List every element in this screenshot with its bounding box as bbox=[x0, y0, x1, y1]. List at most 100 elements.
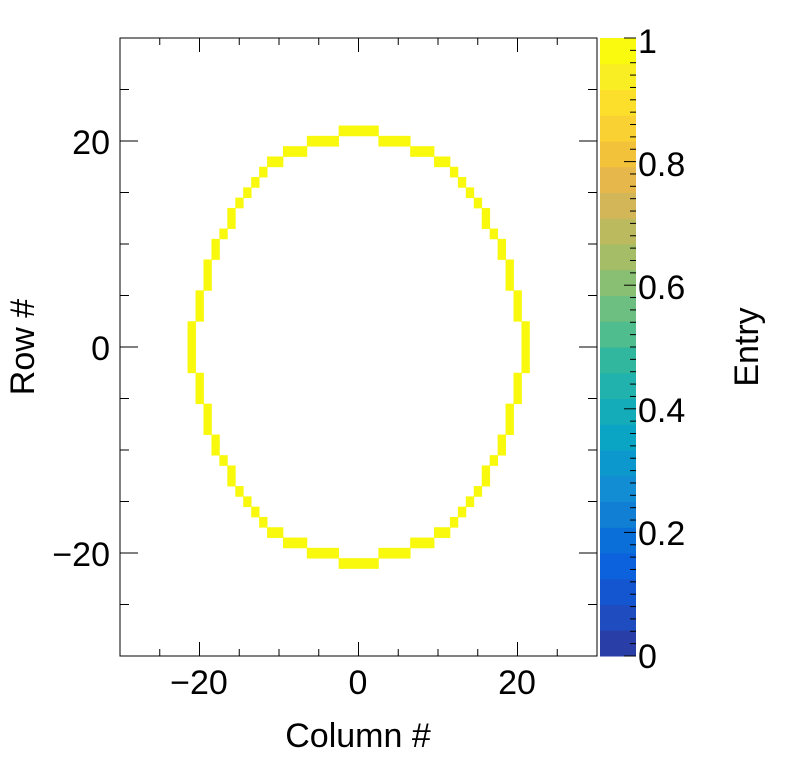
heatmap-cell-102 bbox=[298, 537, 308, 549]
heatmap-cell-41 bbox=[505, 259, 514, 271]
heatmap-cell-115 bbox=[354, 558, 363, 569]
heatmap-cell-53 bbox=[521, 321, 530, 332]
heatmap-cell-42 bbox=[203, 259, 212, 271]
heatmap-cell-69 bbox=[505, 403, 514, 415]
y-axis-ticks bbox=[120, 89, 597, 605]
heatmap-cell-108 bbox=[322, 547, 332, 559]
palette-band-16 bbox=[600, 218, 636, 245]
heatmap-cell-9 bbox=[394, 135, 403, 147]
heatmap-cells bbox=[187, 125, 530, 569]
heatmap-cell-68 bbox=[195, 393, 204, 405]
heatmap-cell-110 bbox=[330, 547, 340, 559]
heatmap-cell-107 bbox=[386, 547, 395, 559]
x-tick-label-0: −20 bbox=[170, 664, 228, 702]
palette-band-1 bbox=[600, 604, 636, 631]
heatmap-cell-62 bbox=[187, 362, 196, 374]
heatmap-cell-114 bbox=[346, 558, 355, 569]
palette-band-8 bbox=[600, 424, 636, 451]
heatmap-cell-24 bbox=[259, 166, 268, 178]
y-axis-title: Row # bbox=[4, 299, 42, 395]
heatmap-cell-5 bbox=[378, 135, 387, 147]
heatmap-cell-17 bbox=[426, 146, 435, 157]
heatmap-cell-76 bbox=[211, 434, 220, 446]
heatmap-cell-111 bbox=[370, 558, 379, 569]
palette-band-22 bbox=[600, 63, 636, 90]
x-axis-ticks bbox=[159, 38, 558, 656]
heatmap-cell-64 bbox=[195, 372, 204, 384]
heatmap-cell-93 bbox=[441, 527, 451, 538]
heatmap-cell-1 bbox=[362, 125, 371, 137]
palette-band-21 bbox=[600, 89, 636, 116]
heatmap-cell-0 bbox=[354, 125, 363, 137]
z-tick-label-2: 0.4 bbox=[638, 392, 685, 430]
heatmap-cell-14 bbox=[298, 146, 308, 157]
heatmap-cell-71 bbox=[505, 413, 514, 425]
heatmap-cell-11 bbox=[402, 135, 411, 147]
heatmap-cell-27 bbox=[465, 187, 475, 199]
heatmap-cell-94 bbox=[267, 527, 276, 538]
heatmap-cell-57 bbox=[521, 341, 530, 353]
heatmap-cell-89 bbox=[457, 506, 467, 518]
heatmap-cell-28 bbox=[243, 187, 252, 199]
heatmap-cell-81 bbox=[481, 465, 491, 477]
palette-band-7 bbox=[600, 450, 636, 477]
heatmap-cell-51 bbox=[513, 310, 522, 322]
palette-band-4 bbox=[600, 527, 636, 554]
y-tick-label-2: 20 bbox=[72, 124, 110, 162]
heatmap-cell-7 bbox=[386, 135, 395, 147]
z-tick-label-5: 1 bbox=[638, 23, 657, 61]
heatmap-cell-50 bbox=[195, 300, 204, 312]
heatmap-cell-13 bbox=[410, 146, 419, 157]
heatmap-cell-35 bbox=[489, 228, 499, 240]
heatmap-cell-74 bbox=[203, 424, 212, 435]
heatmap-cell-79 bbox=[489, 455, 499, 466]
heatmap-cell-91 bbox=[449, 516, 459, 528]
heatmap-cell-34 bbox=[227, 218, 236, 229]
heatmap-cell-63 bbox=[513, 372, 522, 384]
heatmap-cell-49 bbox=[513, 300, 522, 312]
heatmap-cell-6 bbox=[330, 135, 340, 147]
heatmap-cell-36 bbox=[219, 228, 228, 240]
heatmap-cell-101 bbox=[410, 537, 419, 549]
heatmap-cell-25 bbox=[457, 177, 467, 188]
heatmap-cell-97 bbox=[426, 537, 435, 549]
color-palette bbox=[600, 38, 636, 657]
heatmap-cell-105 bbox=[394, 547, 403, 559]
heatmap-cell-30 bbox=[235, 197, 244, 209]
heatmap-cell-87 bbox=[465, 496, 475, 508]
heatmap-cell-104 bbox=[306, 547, 316, 559]
heatmap-cell-54 bbox=[187, 321, 196, 332]
heatmap-cell-32 bbox=[227, 207, 236, 219]
heatmap-cell-83 bbox=[481, 475, 491, 487]
heatmap-cell-15 bbox=[418, 146, 427, 157]
heatmap-cell-80 bbox=[219, 455, 228, 466]
palette-band-5 bbox=[600, 501, 636, 528]
palette-band-13 bbox=[600, 295, 636, 322]
heatmap-cell-82 bbox=[227, 465, 236, 477]
z-tick-label-1: 0.2 bbox=[638, 515, 685, 553]
heatmap-cell-46 bbox=[203, 280, 212, 291]
heatmap-cell-113 bbox=[362, 558, 371, 569]
heatmap-cell-98 bbox=[282, 537, 292, 549]
heatmap-cell-16 bbox=[290, 146, 300, 157]
heatmap-cell-95 bbox=[434, 527, 443, 538]
z-axis-ticks bbox=[624, 37, 636, 657]
heatmap-cell-70 bbox=[203, 403, 212, 415]
heatmap-cell-19 bbox=[434, 156, 443, 168]
heatmap-cell-20 bbox=[275, 156, 284, 168]
heatmap-cell-52 bbox=[195, 310, 204, 322]
heatmap-cell-100 bbox=[290, 537, 300, 549]
y-tick-label-1: 0 bbox=[91, 330, 110, 368]
heatmap-cell-10 bbox=[314, 135, 324, 147]
x-tick-label-1: 0 bbox=[349, 664, 368, 702]
heatmap-cell-88 bbox=[243, 496, 252, 508]
palette-band-2 bbox=[600, 578, 636, 605]
heatmap-cell-96 bbox=[275, 527, 284, 538]
heatmap-cell-47 bbox=[513, 290, 522, 302]
z-tick-label-0: 0 bbox=[638, 638, 657, 676]
palette-band-11 bbox=[600, 347, 636, 374]
heatmap-cell-12 bbox=[306, 135, 316, 147]
heatmap-cell-56 bbox=[187, 331, 196, 343]
heatmap-cell-2 bbox=[346, 125, 355, 137]
